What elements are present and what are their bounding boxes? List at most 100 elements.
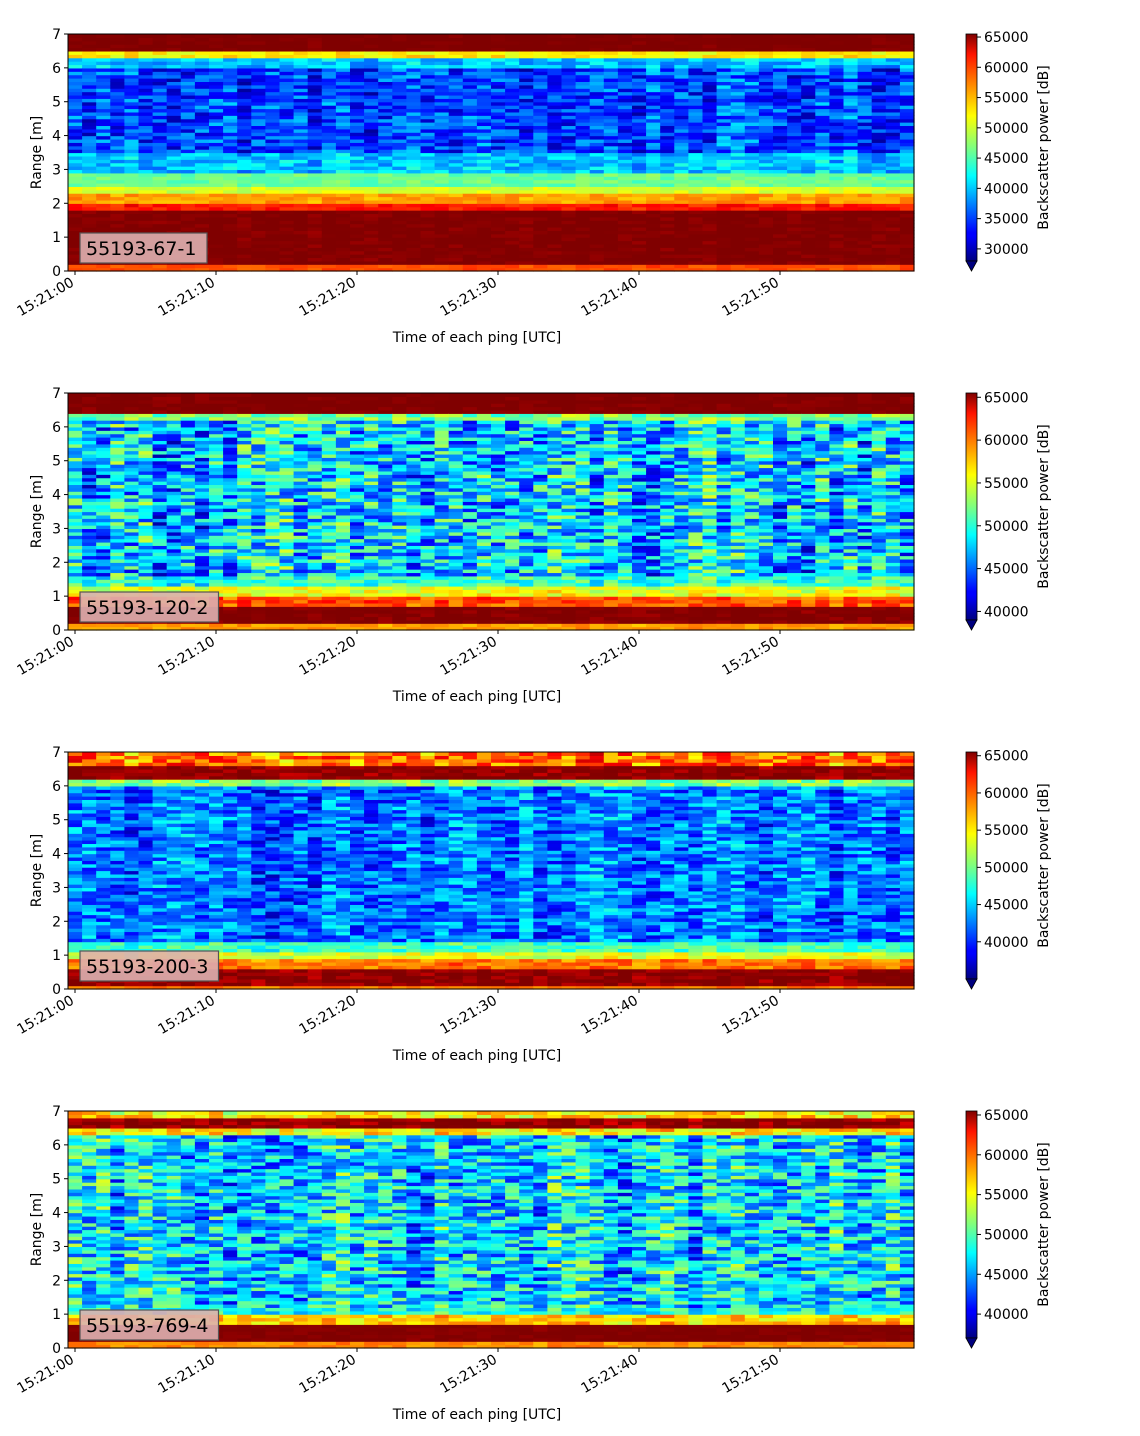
heatmap-cell (350, 226, 365, 231)
heatmap-cell (223, 118, 238, 123)
heatmap-cell (646, 243, 661, 248)
heatmap-cell (871, 142, 887, 147)
heatmap-cell (265, 149, 281, 154)
heatmap-cell (758, 230, 774, 235)
heatmap-cell (434, 78, 450, 82)
heatmap-cell (448, 37, 464, 42)
heatmap-cell (68, 399, 83, 404)
heatmap-cell (519, 88, 534, 93)
heatmap-cell (180, 399, 196, 404)
heatmap-cell (801, 254, 816, 259)
colorbar-tick-label: 30000 (984, 242, 1029, 258)
heatmap-cell (68, 535, 83, 540)
heatmap-cell (237, 132, 252, 137)
heatmap-cell (237, 34, 252, 38)
heatmap-cell (589, 101, 605, 106)
heatmap-cell (519, 138, 534, 143)
heatmap-cell (364, 199, 379, 204)
heatmap-cell (575, 223, 591, 228)
heatmap-cell (180, 572, 196, 577)
heatmap-cell (632, 50, 647, 55)
y-tick-label: 4 (52, 129, 61, 145)
heatmap-cell (96, 508, 111, 513)
heatmap-cell (279, 71, 295, 76)
heatmap-cell (279, 152, 295, 157)
heatmap-cell (350, 108, 365, 113)
heatmap-cell (843, 71, 859, 76)
heatmap-cell (307, 260, 323, 265)
heatmap-cell (491, 125, 506, 130)
heatmap-cell (773, 250, 788, 255)
heatmap-cell (110, 494, 125, 499)
heatmap-cell (194, 34, 210, 38)
heatmap-cell (194, 541, 210, 546)
heatmap-cell (166, 491, 182, 496)
heatmap-cell (251, 118, 266, 123)
heatmap-cell (321, 189, 337, 194)
heatmap-cell (307, 233, 323, 238)
heatmap-cell (448, 81, 464, 86)
heatmap-cell (180, 569, 196, 574)
heatmap-cell (773, 111, 788, 116)
heatmap-cell (251, 67, 266, 72)
heatmap-cell (406, 226, 422, 231)
heatmap-cell (321, 142, 337, 147)
heatmap-cell (758, 142, 774, 147)
heatmap-cell (660, 88, 675, 93)
heatmap-cell (857, 122, 873, 127)
heatmap-cell (815, 88, 830, 93)
heatmap-cell (364, 237, 379, 242)
heatmap-cell (166, 61, 182, 66)
heatmap-cell (688, 64, 704, 69)
heatmap-cell (688, 78, 704, 82)
heatmap-cell (476, 78, 492, 82)
heatmap-cell (773, 47, 788, 52)
heatmap-cell (434, 247, 450, 252)
heatmap-cell (674, 254, 689, 259)
heatmap-cell (180, 189, 196, 194)
heatmap-cell (68, 592, 83, 597)
heatmap-cell (434, 264, 450, 269)
heatmap-cell (787, 155, 802, 160)
heatmap-cell (335, 260, 351, 265)
heatmap-cell (166, 457, 182, 462)
heatmap-cell (194, 481, 210, 486)
heatmap-cell (68, 430, 83, 435)
heatmap-cell (519, 40, 534, 45)
heatmap-cell (758, 115, 774, 120)
heatmap-cell (293, 247, 309, 252)
heatmap-cell (392, 162, 407, 167)
heatmap-cell (801, 37, 816, 42)
heatmap-cell (166, 487, 182, 492)
heatmap-cell (758, 216, 774, 221)
heatmap-cell (138, 538, 154, 543)
heatmap-cell (68, 491, 83, 496)
heatmap-cell (603, 172, 619, 177)
heatmap-cell (434, 132, 450, 137)
heatmap-cell (307, 84, 323, 89)
heatmap-cell (138, 440, 154, 445)
heatmap-cell (68, 474, 83, 479)
heatmap-cell (871, 264, 887, 269)
heatmap-cell (688, 108, 704, 113)
heatmap-cell (787, 81, 802, 86)
heatmap-cell (194, 457, 210, 462)
heatmap-cell (815, 257, 830, 262)
heatmap-cell (885, 199, 901, 204)
heatmap-cell (815, 40, 830, 45)
heatmap-cell (603, 176, 619, 181)
heatmap-cell (335, 233, 351, 238)
heatmap-cell (491, 254, 506, 259)
heatmap-cell (758, 145, 774, 150)
heatmap-cell (857, 189, 873, 194)
heatmap-cell (716, 237, 732, 242)
heatmap-cell (237, 243, 252, 248)
heatmap-cell (166, 623, 182, 628)
heatmap-cell (138, 589, 154, 594)
heatmap-cell (617, 50, 633, 55)
heatmap-cell (476, 44, 492, 49)
heatmap-cell (138, 128, 154, 133)
heatmap-cell (702, 267, 718, 272)
heatmap-cell (166, 54, 182, 59)
heatmap-cell (364, 189, 379, 194)
